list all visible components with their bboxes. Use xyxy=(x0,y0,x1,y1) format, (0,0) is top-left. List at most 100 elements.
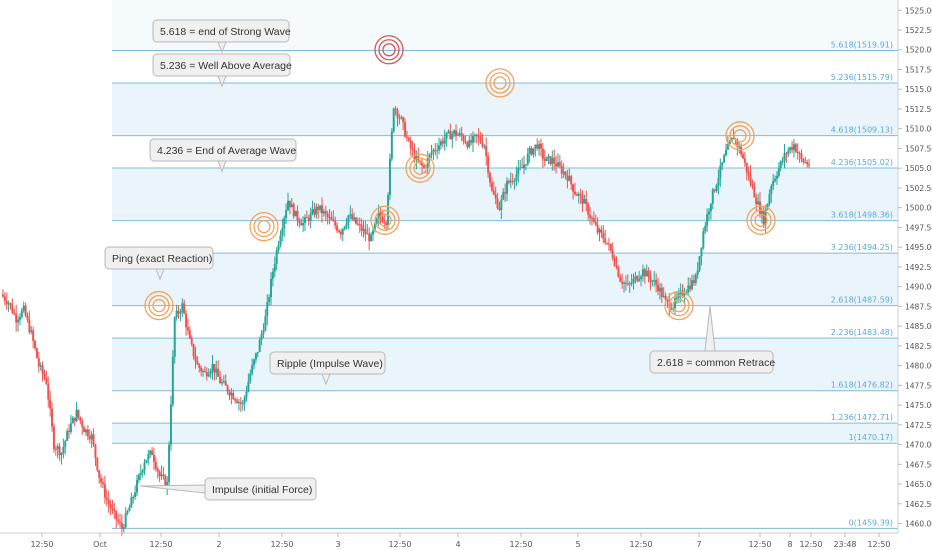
callout-2[interactable]: 4.236 = End of Average Wave xyxy=(149,138,297,173)
candle-body xyxy=(528,148,531,154)
x-tick-label: 12:50 xyxy=(629,540,652,549)
candle-body xyxy=(194,356,197,362)
candle-body xyxy=(179,312,182,314)
candle-body xyxy=(368,233,371,242)
candle-body xyxy=(619,276,622,282)
candle-body xyxy=(489,172,492,183)
candle-body xyxy=(207,374,210,377)
candle-body xyxy=(640,276,643,280)
candle-body xyxy=(530,148,533,155)
candle-body xyxy=(171,356,174,405)
y-tick-label: 1500.00 xyxy=(905,204,932,213)
candle-body xyxy=(371,230,374,235)
candle-body xyxy=(160,474,163,477)
candle-body xyxy=(560,165,563,174)
candle-body xyxy=(728,141,731,145)
candle-body xyxy=(630,282,633,284)
candle-body xyxy=(188,330,191,339)
candle-body xyxy=(534,144,537,149)
candle-body xyxy=(543,158,546,161)
candle-body xyxy=(575,194,578,196)
candle-body xyxy=(322,211,325,214)
callout-text: 2.618 = common Retrace xyxy=(657,357,775,369)
candle-body xyxy=(196,361,199,365)
candle-body xyxy=(768,194,771,204)
time-axis[interactable]: 12:50 Oct 12:50 2 12:50 3 12:50 4 12:50 5 12:50 7 12… xyxy=(30,533,891,549)
candle-body xyxy=(708,211,710,215)
candle-body xyxy=(719,165,722,179)
candle-body xyxy=(464,141,467,143)
candle-body xyxy=(273,264,276,272)
candle-body xyxy=(590,217,593,219)
candle-body xyxy=(658,287,661,292)
x-tick-label: Oct xyxy=(93,540,107,549)
callout-4[interactable]: Ripple (Impulse Wave) xyxy=(269,351,386,386)
candle-body xyxy=(39,365,42,367)
candle-body xyxy=(141,470,144,473)
candle-body xyxy=(86,429,89,437)
candle-body xyxy=(411,148,414,150)
candle-body xyxy=(324,211,327,214)
candle-body xyxy=(68,430,71,433)
candle-body xyxy=(186,327,189,331)
candle-body xyxy=(345,223,348,227)
candle-body xyxy=(356,223,359,225)
candle-body xyxy=(732,137,735,140)
y-tick-label: 1465.00 xyxy=(905,480,932,489)
candle-body xyxy=(538,143,541,149)
candle-body xyxy=(745,162,748,173)
candle-body xyxy=(738,146,741,148)
candle-body xyxy=(343,226,346,229)
reaction-circle xyxy=(668,294,690,317)
candle-body xyxy=(113,508,116,511)
reaction-circle xyxy=(489,72,511,94)
reaction-circle xyxy=(374,209,396,231)
candle-body xyxy=(228,391,231,396)
candle-body xyxy=(400,117,403,119)
candle-body xyxy=(337,230,340,232)
x-tick-label: 12:50 xyxy=(149,540,172,549)
y-tick-label: 1505.00 xyxy=(905,164,932,173)
candle-body xyxy=(645,270,648,277)
candle-body xyxy=(751,183,754,187)
candle-body xyxy=(526,153,529,165)
candle-body xyxy=(455,130,458,136)
candle-body xyxy=(373,223,376,231)
candle-body xyxy=(789,147,792,151)
callout-5[interactable]: Impulse (initial Force) xyxy=(139,477,317,501)
candle-body xyxy=(498,208,501,210)
callout-0[interactable]: 5.618 = end of Strong Wave xyxy=(152,19,291,54)
price-axis[interactable]: 1460.00 1462.50 1465.00 1467.50 1470.00 1472.… xyxy=(898,6,932,529)
candle-body xyxy=(37,358,40,367)
fib-label-1.236: 1.236(1472.71) xyxy=(831,413,893,422)
candle-body xyxy=(11,304,14,313)
candle-body xyxy=(383,221,386,223)
candle-body xyxy=(772,180,775,187)
candle-body xyxy=(13,312,16,314)
candle-body xyxy=(675,297,678,299)
candle-body xyxy=(347,215,350,224)
reaction-circle xyxy=(374,35,404,65)
callout-text: 5.618 = end of Strong Wave xyxy=(160,26,291,38)
candle-body xyxy=(800,153,803,159)
candle-body xyxy=(666,299,669,301)
candle-body xyxy=(706,214,709,226)
candle-body xyxy=(237,401,240,403)
candle-body xyxy=(215,368,218,373)
candle-body xyxy=(766,203,769,210)
candle-body xyxy=(41,365,44,374)
candle-body xyxy=(270,278,273,298)
y-tick-label: 1472.50 xyxy=(905,421,932,430)
candle-body xyxy=(135,480,138,493)
callout-box xyxy=(269,351,386,375)
candle-body xyxy=(709,203,712,212)
candle-body xyxy=(479,136,482,142)
candle-body xyxy=(20,310,23,318)
candle-body xyxy=(22,305,25,311)
callout-1[interactable]: 5.236 = Well Above Average xyxy=(152,53,292,88)
callout-3[interactable]: Ping (exact Reaction) xyxy=(104,246,214,281)
candle-body xyxy=(456,134,459,136)
candle-body xyxy=(613,258,616,266)
callout-6[interactable]: 2.618 = common Retrace xyxy=(649,305,775,374)
candle-body xyxy=(777,168,780,176)
